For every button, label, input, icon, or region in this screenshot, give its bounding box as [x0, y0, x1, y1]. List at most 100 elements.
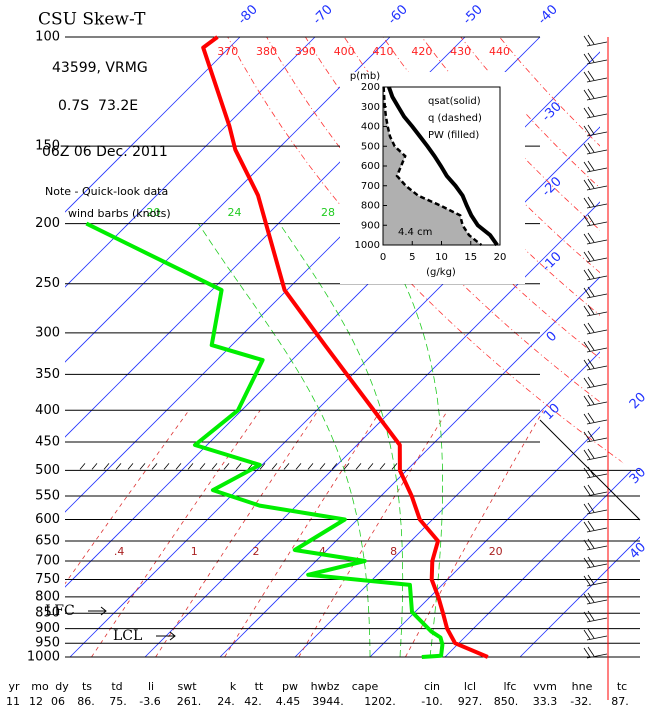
x-axis-label: (g/kg) — [426, 267, 456, 278]
y-tick-label: 600 — [35, 512, 60, 527]
wind-barb — [583, 484, 608, 497]
moist-adiabat-label: 28 — [321, 206, 335, 219]
wind-barb — [583, 358, 608, 371]
hatch — [271, 463, 278, 470]
legend-entry: qsat(solid) — [428, 96, 481, 107]
dry-adiabat-label: 410 — [373, 45, 394, 58]
isotherm-label: -40 — [535, 2, 561, 28]
y-tick-label: 100 — [35, 30, 60, 45]
table-cell: 86. — [77, 695, 95, 708]
y-tick-label: 500 — [361, 141, 380, 152]
table-header: cin — [424, 680, 440, 693]
table-header: lfc — [504, 680, 517, 693]
note: Note - Quick-look data — [45, 185, 168, 198]
dry-adiabat-label: 400 — [334, 45, 355, 58]
table-header: lcl — [464, 680, 476, 693]
wind-barb — [583, 160, 608, 173]
wind-barb — [583, 250, 608, 263]
location: 0.7S 73.2E — [58, 98, 138, 114]
y-axis-label: p(mb) — [350, 71, 380, 82]
wind-barb — [583, 214, 608, 227]
table-cell: -10. — [421, 695, 442, 708]
table-cell: 75. — [109, 695, 127, 708]
dry-adiabat-label: 370 — [217, 45, 238, 58]
isotherm — [69, 37, 640, 657]
y-tick-label: 450 — [35, 434, 60, 449]
wind-barb — [583, 466, 608, 479]
dry-adiabat — [343, 37, 640, 657]
time: 06Z 06 Dec. 2011 — [42, 144, 168, 160]
hatch — [355, 463, 362, 470]
table-cell: 261. — [177, 695, 202, 708]
table-header: hwbz — [311, 680, 340, 693]
table-cell: 4.45 — [276, 695, 301, 708]
dry-adiabat-label: 430 — [450, 45, 471, 58]
hatch — [331, 463, 338, 470]
isotherm-label: -60 — [385, 2, 411, 28]
dry-adiabat-label: 420 — [411, 45, 432, 58]
y-tick-label: 300 — [361, 102, 380, 113]
hatch — [103, 463, 110, 470]
hatch — [175, 463, 182, 470]
y-tick-label: 550 — [35, 489, 60, 504]
wind-barb — [583, 322, 608, 335]
dry-adiabat-label: 380 — [256, 45, 277, 58]
mixing-ratio-label: 8 — [390, 545, 397, 558]
mixing-ratio-label: 4 — [319, 545, 326, 558]
table-cell: 24. — [217, 695, 235, 708]
hatch — [379, 463, 386, 470]
x-tick-label: 10 — [435, 252, 448, 263]
pw-fill — [383, 87, 482, 245]
table-header: dy — [55, 680, 69, 693]
hatch — [187, 463, 194, 470]
wind-barb — [583, 520, 608, 533]
lfc-arrow — [100, 606, 107, 616]
wind-barb — [583, 610, 608, 623]
isotherm-label: -30 — [539, 99, 565, 125]
table-cell: 33.3 — [533, 695, 558, 708]
hatch — [343, 463, 350, 470]
hatch — [391, 463, 398, 470]
wind-barb — [583, 286, 608, 299]
table-header: hne — [572, 680, 593, 693]
hatch — [151, 463, 158, 470]
y-tick-label: 950 — [35, 636, 60, 651]
table-cell: 87. — [611, 695, 629, 708]
isotherm-label: -50 — [460, 2, 486, 28]
dry-adiabat-label: 440 — [489, 45, 510, 58]
wind-barb — [583, 646, 608, 659]
y-tick-label: 200 — [361, 82, 380, 93]
y-tick-label: 800 — [361, 201, 380, 212]
sounding-line — [201, 35, 489, 659]
mixing-ratio-line — [91, 410, 261, 657]
wind-barb — [583, 556, 608, 569]
y-tick-label: 200 — [35, 216, 60, 231]
table-header: tc — [617, 680, 627, 693]
lcl-label: LCL — [113, 628, 142, 644]
wind-barb — [583, 124, 608, 137]
x-tick-label: 20 — [494, 252, 507, 263]
y-tick-label: 850 — [35, 606, 60, 621]
table-header: swt — [177, 680, 197, 693]
y-tick-label: 400 — [361, 122, 380, 133]
wind-barb — [583, 592, 608, 605]
y-tick-label: 600 — [361, 161, 380, 172]
hatch — [367, 463, 374, 470]
y-tick-label: 500 — [35, 463, 60, 478]
wind-barb — [583, 196, 608, 209]
inset-line — [387, 86, 499, 247]
isotherm-label: 40 — [627, 540, 649, 562]
hatch — [223, 463, 230, 470]
hatch — [283, 463, 290, 470]
wind-barb — [583, 538, 608, 551]
isotherm-label: -80 — [235, 2, 261, 28]
inset-chart: 0 5 10 15 20 200 300 400 500 600 700 800 900 1000 p(mb… — [340, 71, 525, 284]
y-tick-label: 800 — [35, 589, 60, 604]
table-header: yr — [8, 680, 20, 693]
isotherm-label: 0 — [544, 329, 560, 345]
wind-barb — [583, 340, 608, 353]
table-cell: 12 — [29, 695, 43, 708]
wind-barb — [583, 448, 608, 461]
table-cell: 927. — [458, 695, 483, 708]
moist-adiabat-label: 24 — [228, 206, 242, 219]
